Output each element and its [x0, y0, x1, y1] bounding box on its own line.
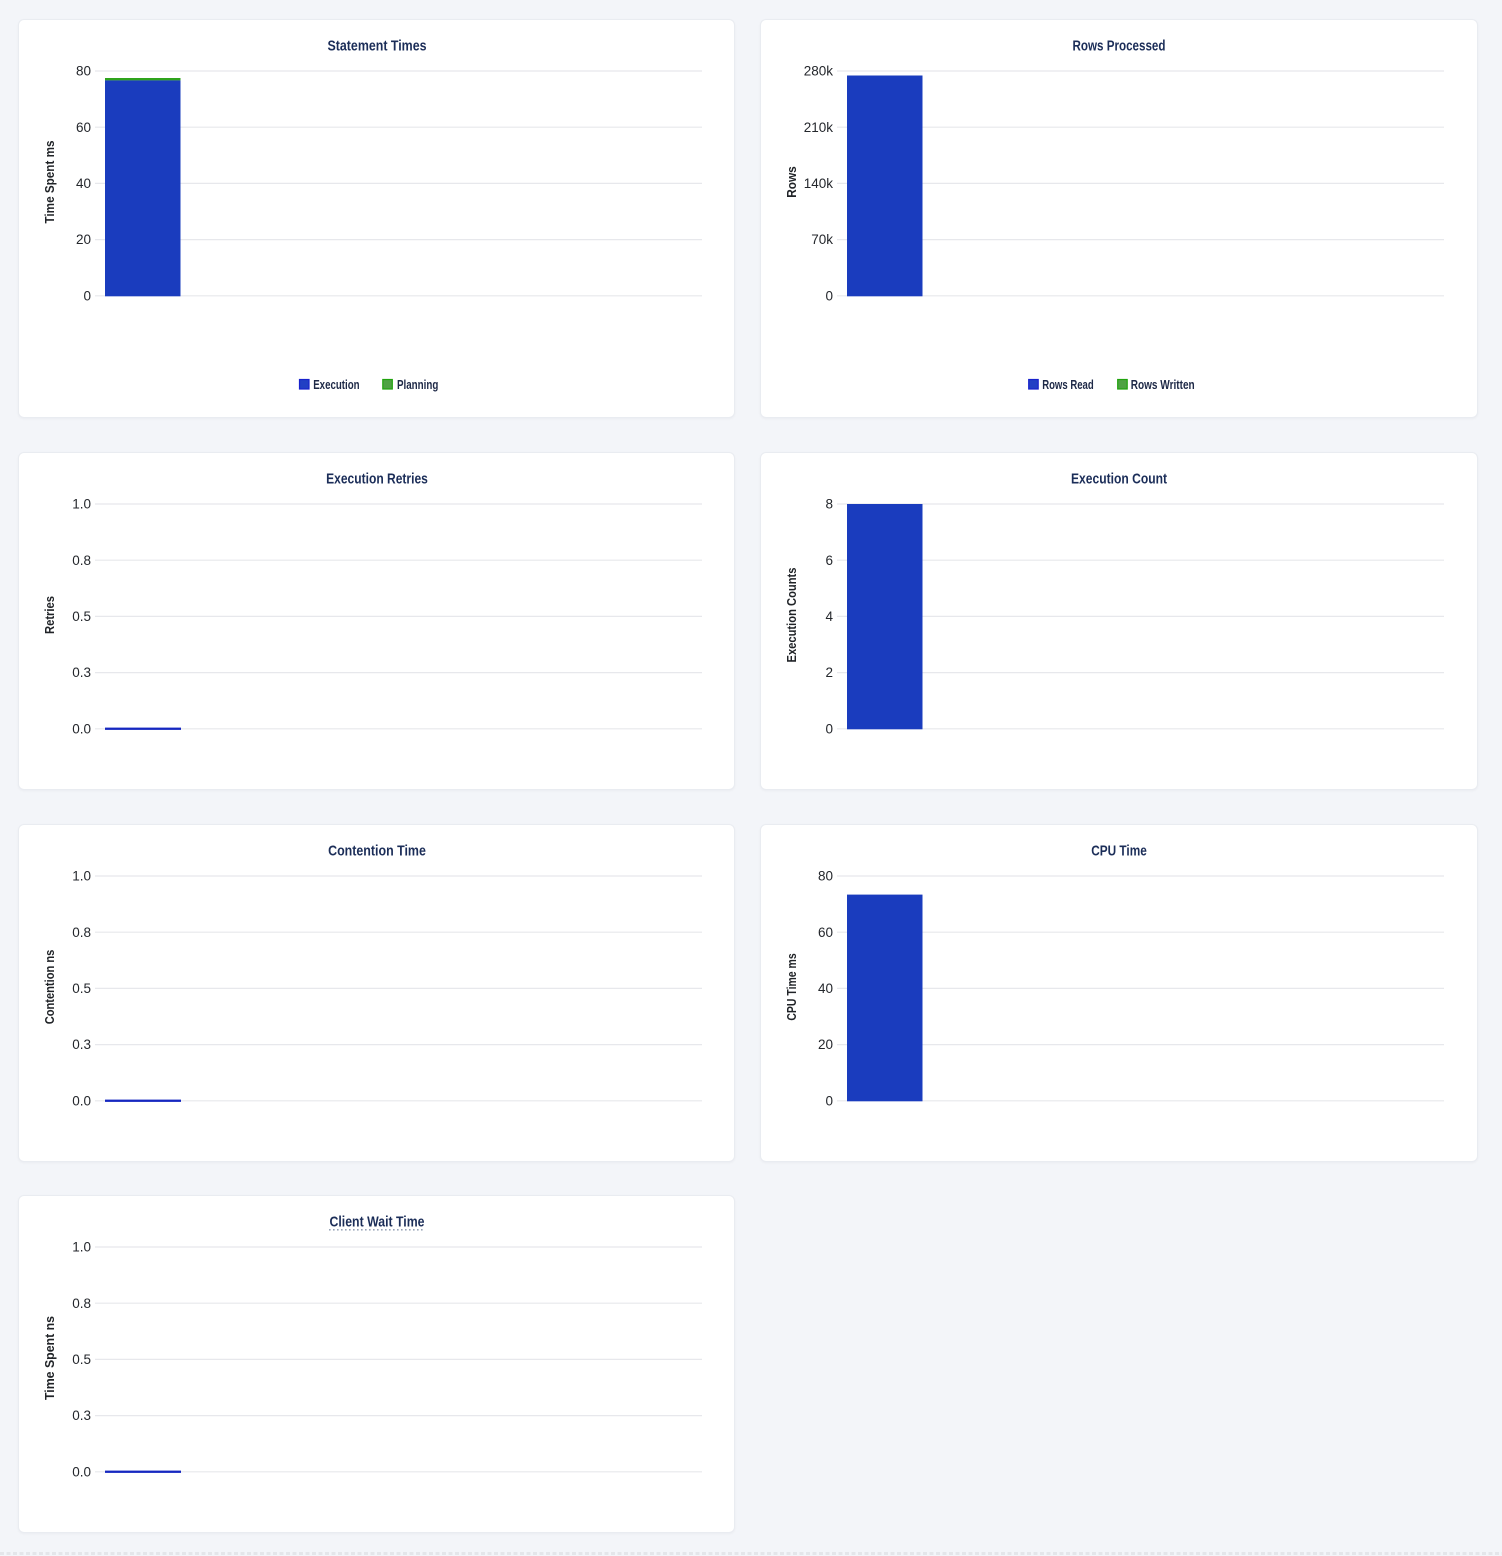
svg-text:Rows: Rows [785, 166, 799, 198]
svg-text:6: 6 [825, 553, 833, 568]
svg-text:0.0: 0.0 [72, 1464, 91, 1479]
svg-text:40: 40 [76, 176, 91, 191]
svg-text:0.3: 0.3 [72, 665, 91, 680]
svg-text:8: 8 [825, 497, 833, 512]
svg-text:0.3: 0.3 [72, 1037, 91, 1052]
svg-text:0: 0 [825, 288, 833, 303]
svg-text:Rows Processed: Rows Processed [1073, 38, 1166, 55]
svg-text:4: 4 [825, 609, 833, 624]
svg-text:1.0: 1.0 [72, 869, 91, 884]
svg-text:80: 80 [76, 64, 91, 79]
svg-text:CPU Time ms: CPU Time ms [785, 953, 799, 1020]
svg-text:Contention Time: Contention Time [328, 843, 426, 860]
svg-text:0.8: 0.8 [72, 925, 91, 940]
svg-text:Statement Times: Statement Times [328, 38, 427, 55]
svg-text:Retries: Retries [43, 596, 57, 634]
svg-text:60: 60 [76, 120, 91, 135]
svg-text:Execution Count: Execution Count [1071, 471, 1167, 488]
svg-text:Rows Read: Rows Read [1042, 378, 1094, 392]
svg-text:Time Spent ns: Time Spent ns [43, 1316, 57, 1400]
svg-text:0.8: 0.8 [72, 553, 91, 568]
svg-text:40: 40 [818, 981, 833, 996]
svg-text:1.0: 1.0 [72, 1240, 91, 1255]
svg-text:0.0: 0.0 [72, 721, 91, 736]
svg-text:0.0: 0.0 [72, 1093, 91, 1108]
svg-text:280k: 280k [804, 64, 834, 79]
svg-text:0: 0 [83, 288, 91, 303]
svg-text:210k: 210k [804, 120, 834, 135]
svg-text:Execution Retries: Execution Retries [326, 471, 428, 488]
svg-text:Planning: Planning [397, 378, 438, 392]
svg-text:0: 0 [825, 1093, 833, 1108]
svg-text:20: 20 [818, 1037, 833, 1052]
svg-text:60: 60 [818, 925, 833, 940]
svg-text:0.3: 0.3 [72, 1408, 91, 1423]
svg-text:Time Spent ms: Time Spent ms [43, 140, 57, 223]
svg-text:Execution: Execution [313, 378, 359, 392]
svg-text:0: 0 [825, 721, 833, 736]
svg-text:0.5: 0.5 [72, 981, 91, 996]
svg-text:0.8: 0.8 [72, 1296, 91, 1311]
svg-text:Execution Counts: Execution Counts [785, 567, 799, 662]
svg-text:0.5: 0.5 [72, 609, 91, 624]
svg-text:1.0: 1.0 [72, 497, 91, 512]
svg-text:Rows Written: Rows Written [1131, 378, 1195, 392]
svg-text:80: 80 [818, 869, 833, 884]
svg-text:CPU Time: CPU Time [1091, 843, 1147, 860]
svg-text:20: 20 [76, 232, 91, 247]
svg-text:2: 2 [825, 665, 833, 680]
svg-text:Client Wait Time: Client Wait Time [330, 1214, 425, 1231]
svg-text:0.5: 0.5 [72, 1352, 91, 1367]
svg-text:70k: 70k [811, 232, 833, 247]
svg-text:Contention ns: Contention ns [43, 950, 57, 1025]
svg-text:140k: 140k [804, 176, 834, 191]
